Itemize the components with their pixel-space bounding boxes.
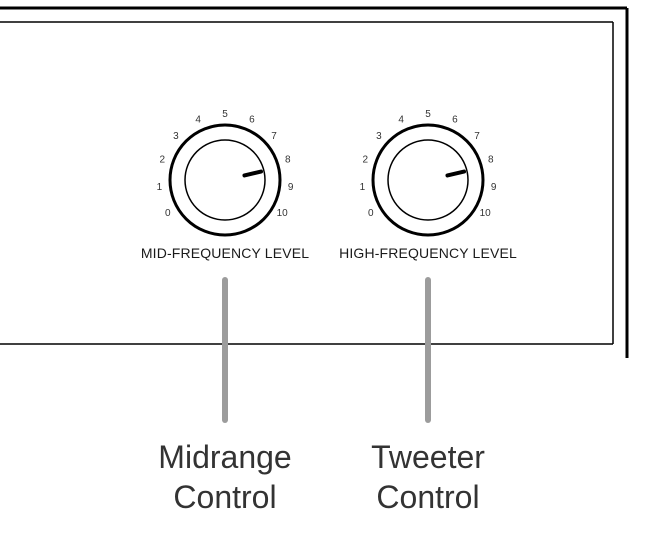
dial-tick-label: 3 [376,131,382,142]
midrange-control-title-1: Midrange [158,439,291,475]
high-frequency-label: HIGH-FREQUENCY LEVEL [339,245,517,261]
dial-tick-label: 8 [285,155,291,166]
dial-tick-label: 8 [488,155,494,166]
dial-tick-label: 10 [277,208,289,219]
dial-tick-label: 5 [425,109,431,120]
dial-tick-label: 3 [173,131,179,142]
dial-tick-label: 1 [360,182,366,193]
dial-tick-label: 1 [157,182,163,193]
dial-tick-label: 0 [165,208,171,219]
dial-tick-label: 4 [398,115,404,126]
diagram-canvas: 012345678910MID-FREQUENCY LEVELMidrangeC… [0,0,647,540]
dial-tick-label: 4 [195,115,201,126]
background [0,0,647,540]
dial-tick-label: 6 [249,115,255,126]
midrange-control-title-2: Control [173,479,276,515]
dial-tick-label: 7 [474,131,480,142]
dial-tick-label: 2 [159,155,165,166]
dial-tick-label: 2 [362,155,368,166]
dial-tick-label: 6 [452,115,458,126]
dial-tick-label: 9 [491,182,497,193]
tweeter-control-title-1: Tweeter [371,439,485,475]
dial-tick-label: 0 [368,208,374,219]
mid-frequency-label: MID-FREQUENCY LEVEL [141,245,309,261]
dial-tick-label: 9 [288,182,294,193]
dial-tick-label: 5 [222,109,228,120]
dial-tick-label: 10 [480,208,492,219]
tweeter-control-title-2: Control [376,479,479,515]
dial-tick-label: 7 [271,131,277,142]
